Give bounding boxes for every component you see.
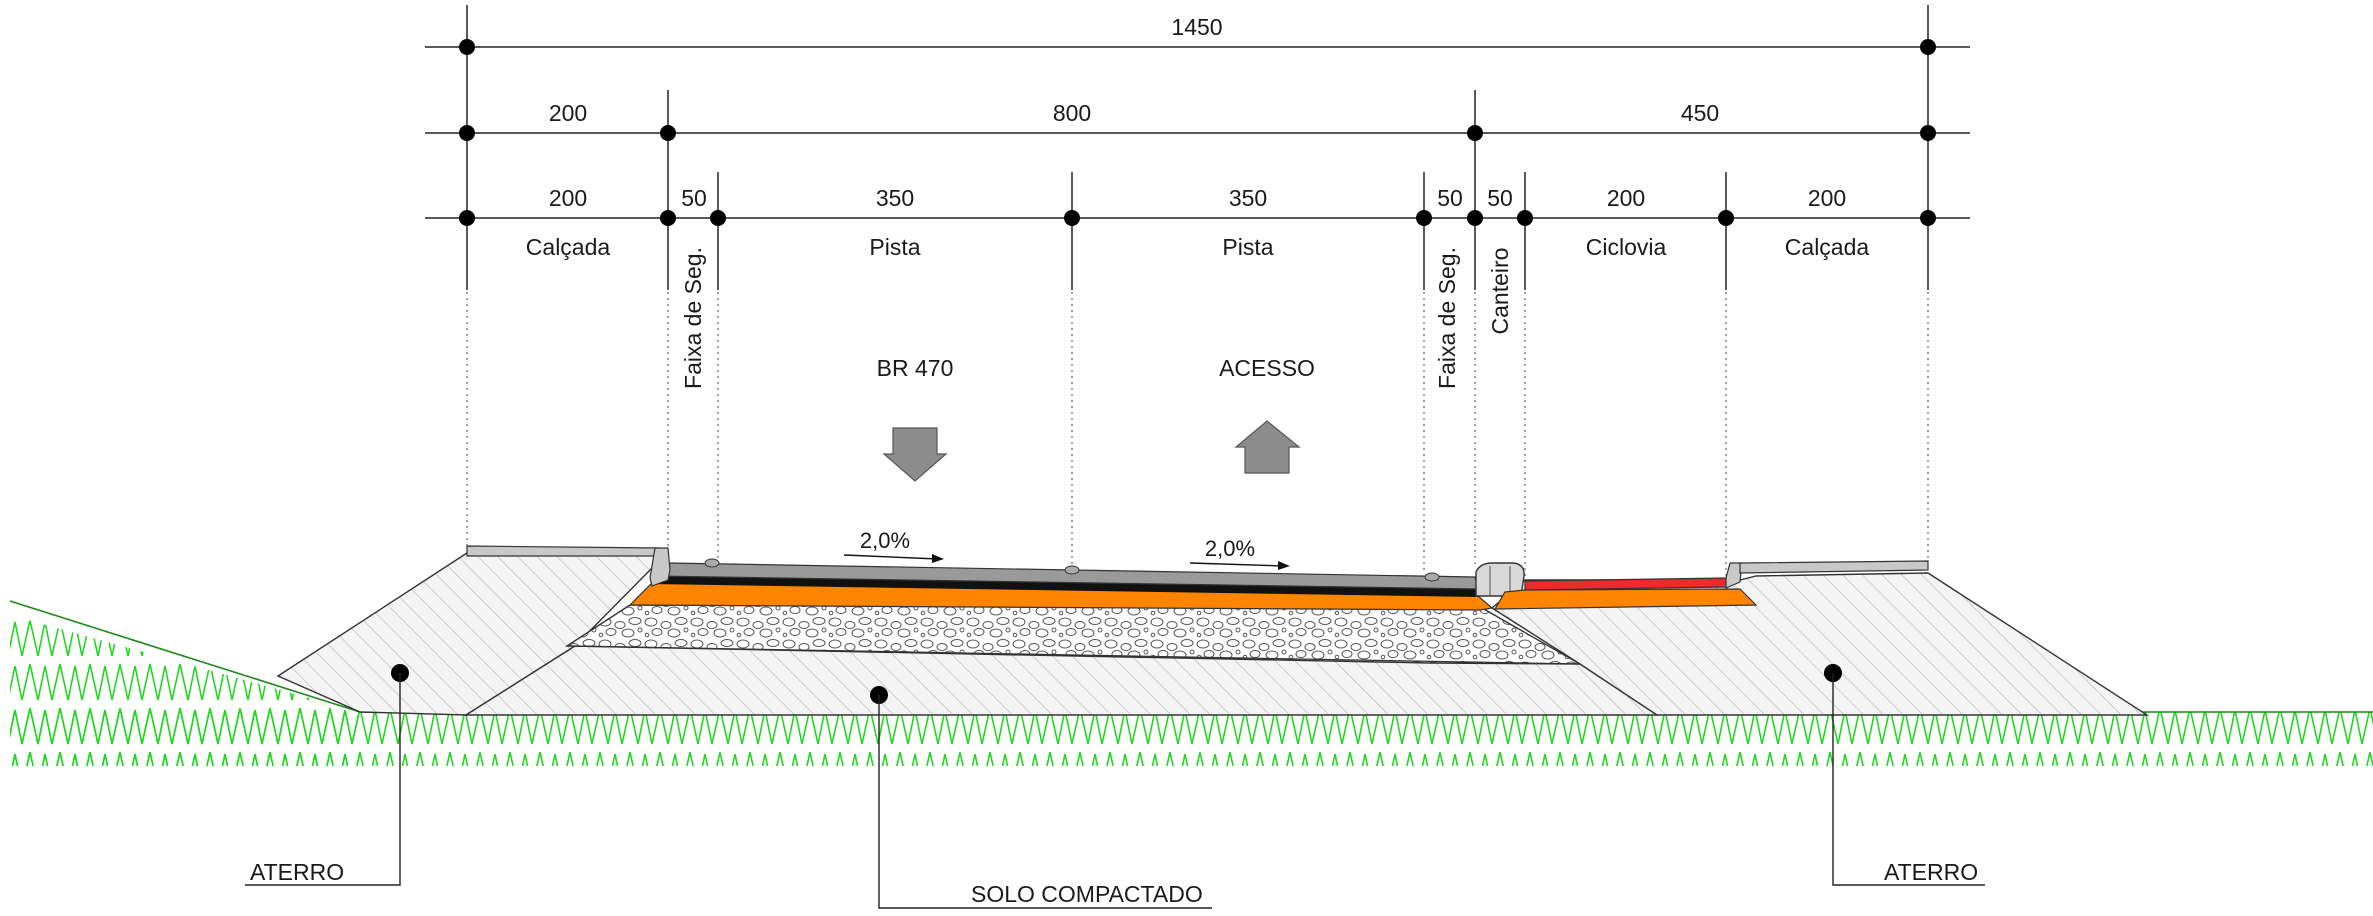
dimension-lines	[425, 5, 1970, 290]
canteiro-curb	[1475, 562, 1525, 597]
dim-canteiro: 50	[1487, 185, 1513, 211]
callout-aterro-left: ATERRO	[245, 664, 409, 886]
callout-solo: SOLO COMPACTADO	[870, 686, 1212, 909]
label-pista-1: Pista	[869, 234, 920, 260]
slope-left-label: 2,0%	[860, 528, 910, 553]
label-pista-2: Pista	[1222, 234, 1273, 260]
dimension-dots	[459, 39, 1936, 226]
callout-aterro-right: ATERRO	[1824, 664, 1985, 886]
label-canteiro: Canteiro	[1487, 248, 1513, 335]
dim-ciclovia: 200	[1607, 185, 1645, 211]
dim-calcada-left: 200	[549, 185, 587, 211]
arrow-up-icon	[1234, 420, 1301, 474]
slope-right: 2,0%	[1189, 536, 1290, 570]
road-stud	[1064, 565, 1080, 575]
callout-aterro-right-label: ATERRO	[1884, 859, 1978, 885]
left-sidewalk	[466, 545, 661, 557]
label-calcada-left: Calçada	[526, 234, 611, 260]
label-br470: BR 470	[877, 355, 954, 381]
gravel-subbase	[564, 604, 1583, 665]
dim-pista-2: 350	[1229, 185, 1267, 211]
road-stud	[704, 558, 720, 568]
label-acesso: ACESSO	[1219, 355, 1315, 381]
dim-total: 1450	[1171, 14, 1222, 40]
callout-aterro-left-label: ATERRO	[250, 859, 344, 885]
dim-row2-center: 800	[1053, 100, 1091, 126]
left-curb	[649, 547, 671, 587]
dim-pista-1: 350	[876, 185, 914, 211]
dim-row2-right: 450	[1681, 100, 1719, 126]
label-ciclovia: Ciclovia	[1586, 234, 1667, 260]
dim-faixa-left: 50	[681, 185, 707, 211]
bike-lane-base	[1493, 588, 1758, 610]
label-faixa-left: Faixa de Seg.	[680, 247, 706, 389]
zone-labels: Calçada Pista Pista Ciclovia Calçada Fai…	[526, 234, 1870, 389]
asphalt-layer	[652, 576, 1478, 597]
road-stud	[1424, 572, 1440, 582]
label-calcada-right: Calçada	[1785, 234, 1870, 260]
arrow-down-icon	[882, 427, 948, 482]
dim-calcada-right: 200	[1808, 185, 1846, 211]
projection-lines	[466, 292, 1929, 578]
dimension-labels: 1450 200 800 450 200 50 350 350 50 50 20…	[549, 14, 1846, 211]
slope-right-label: 2,0%	[1205, 536, 1255, 561]
callout-solo-label: SOLO COMPACTADO	[971, 881, 1203, 907]
natural-ground	[0, 598, 2373, 766]
label-faixa-right: Faixa de Seg.	[1434, 247, 1460, 389]
slope-left: 2,0%	[843, 528, 944, 563]
dim-faixa-right: 50	[1437, 185, 1463, 211]
right-sidewalk	[1739, 560, 1929, 574]
embankment-fill	[276, 552, 2150, 716]
road-base-layer	[628, 582, 1494, 611]
dim-row2-left: 200	[549, 100, 587, 126]
